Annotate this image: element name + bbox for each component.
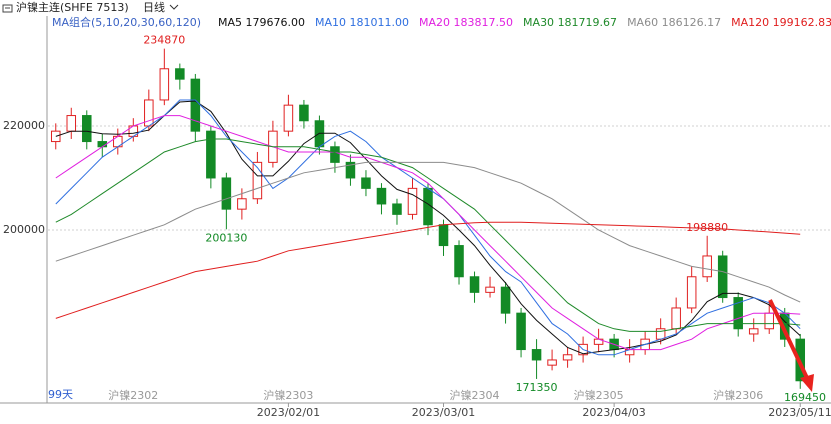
legend-entry: MA120 199162.83 (731, 16, 831, 29)
candle-body (702, 255, 712, 278)
candle-body (252, 161, 263, 200)
legend-entry: MA20 183817.50 (419, 16, 513, 29)
candle-body (438, 224, 449, 247)
extreme-label: 198880 (686, 221, 728, 234)
legend-name: MA60 (627, 16, 658, 29)
candle-body (469, 276, 480, 293)
candle-body (516, 312, 526, 351)
candle-body (361, 177, 371, 189)
candle-body (748, 328, 759, 335)
dropdown-arrow[interactable] (169, 4, 179, 10)
candle-body (531, 349, 542, 361)
candle-body (237, 198, 247, 210)
candle-body (66, 115, 77, 132)
legend-value: 183817.50 (454, 16, 514, 29)
legend-title: MA组合(5,10,20,30,60,120) (52, 15, 201, 29)
candle-body (175, 68, 185, 80)
candle-body (454, 245, 464, 278)
trend-arrow-head (800, 374, 814, 392)
candle-body (97, 141, 108, 148)
legend-name: MA5 (218, 16, 242, 29)
ma-line (55, 221, 801, 319)
extreme-label: 171350 (516, 381, 558, 394)
ma-line (55, 138, 801, 332)
ma-line (55, 115, 801, 351)
legend-value: 199162.83 (773, 16, 831, 29)
legend-value: 186126.17 (662, 16, 722, 29)
x-tick-label: 2023/03/01 (412, 406, 475, 419)
candle-body (299, 104, 309, 122)
legend-value: 179676.00 (246, 16, 306, 29)
candle-body (686, 276, 697, 309)
candle-body (50, 130, 61, 143)
contract-label: 沪镍2304 (450, 388, 500, 402)
extreme-label: 169450 (784, 391, 826, 404)
candle-body (82, 115, 92, 143)
candle-body (562, 354, 573, 361)
contract-label: 沪镍2302 (108, 388, 158, 402)
contract-label: 沪镍2303 (263, 388, 313, 402)
candle-body (345, 161, 356, 179)
period[interactable]: 日线 (143, 0, 165, 14)
legend-name: MA120 (731, 16, 769, 29)
y-tick-label: 220000 (3, 119, 45, 132)
days-label: 99天 (48, 388, 73, 401)
icon (2, 4, 13, 13)
legend-name: MA20 (419, 16, 450, 29)
candle-body (671, 307, 681, 330)
candle-body (764, 312, 774, 330)
candle-body (407, 187, 418, 215)
candle-body (392, 203, 402, 215)
legend-entry: MA10 181011.00 (315, 16, 409, 29)
y-tick-label: 200000 (3, 223, 45, 236)
candle-body (500, 286, 511, 314)
candle-body (190, 78, 201, 132)
candle-body (159, 68, 170, 101)
candle-body (733, 297, 743, 330)
trend-arrow (768, 299, 810, 381)
candle-body (206, 130, 216, 179)
ma-line (55, 161, 801, 303)
legend-name: MA30 (523, 16, 554, 29)
title: 沪镍主连(SHFE 7513) (16, 0, 129, 14)
legend-entry: MA5 179676.00 (218, 16, 305, 29)
legend-value: 181719.67 (558, 16, 618, 29)
contract-label: 沪镍2306 (713, 388, 763, 402)
candle-body (547, 359, 557, 366)
candle-body (655, 328, 666, 340)
extreme-label: 200130 (205, 231, 247, 244)
x-tick-label: 2023/02/01 (257, 406, 320, 419)
candle-body (717, 255, 728, 299)
candle-body (330, 146, 340, 163)
legend-name: MA10 (315, 16, 346, 29)
x-tick-label: 2023/05/11 (768, 406, 831, 419)
legend-entry: MA60 186126.17 (627, 16, 721, 29)
ma-line (55, 100, 801, 355)
candle-body (283, 104, 294, 132)
candle-body (221, 177, 232, 210)
legend-entry: MA30 181719.67 (523, 16, 617, 29)
x-tick-label: 2023/04/03 (582, 406, 645, 419)
candle-body (376, 187, 387, 205)
contract-label: 沪镍2305 (574, 388, 624, 402)
ma-line (55, 99, 801, 356)
legend-value: 181011.00 (350, 16, 410, 29)
candle-body (485, 286, 495, 293)
extreme-label: 234870 (143, 34, 185, 47)
